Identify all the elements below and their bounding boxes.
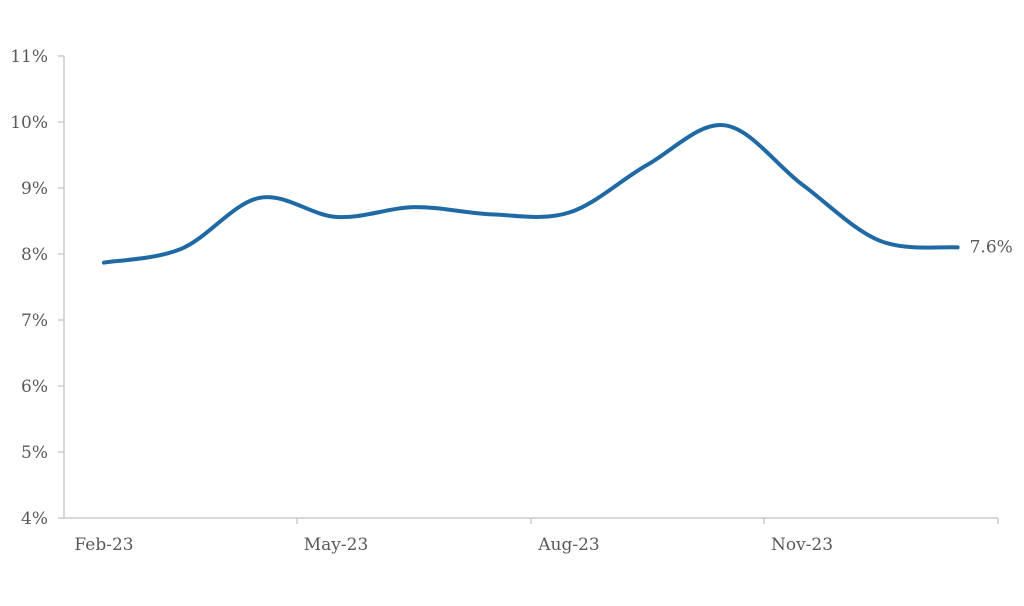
y-tick-labels: 4% 5% 6% 7% 8% 9% 10% 11% [10,47,64,529]
y-tick-label: 7% [21,311,48,331]
x-tick-label: May-23 [304,535,369,555]
x-tick-label: Feb-23 [74,535,133,555]
y-tick-label: 6% [21,377,48,397]
x-axis: Feb-23 May-23 Aug-23 Nov-23 [64,517,999,555]
x-tick-labels: Feb-23 May-23 Aug-23 Nov-23 [74,518,999,555]
y-tick-label: 4% [21,509,48,529]
y-tick-label: 11% [10,47,48,67]
x-tick-label: Aug-23 [537,535,599,555]
series-group [102,123,960,265]
x-tick-label: Nov-23 [771,535,833,555]
y-tick-label: 10% [10,113,48,133]
y-tick-label: 9% [21,179,48,199]
series-line [102,123,960,265]
y-tick-label: 8% [21,245,48,265]
end-value-label: 7.6% [970,237,1013,257]
y-tick-label: 5% [21,443,48,463]
y-axis: 4% 5% 6% 7% 8% 9% 10% 11% [10,47,65,529]
